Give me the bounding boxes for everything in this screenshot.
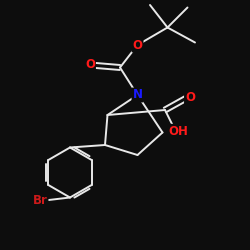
Text: O: O [85, 58, 95, 71]
Text: Br: Br [32, 194, 48, 206]
Text: O: O [185, 91, 195, 104]
Text: OH: OH [169, 125, 189, 138]
Text: N: N [132, 88, 142, 102]
Text: O: O [132, 38, 142, 52]
